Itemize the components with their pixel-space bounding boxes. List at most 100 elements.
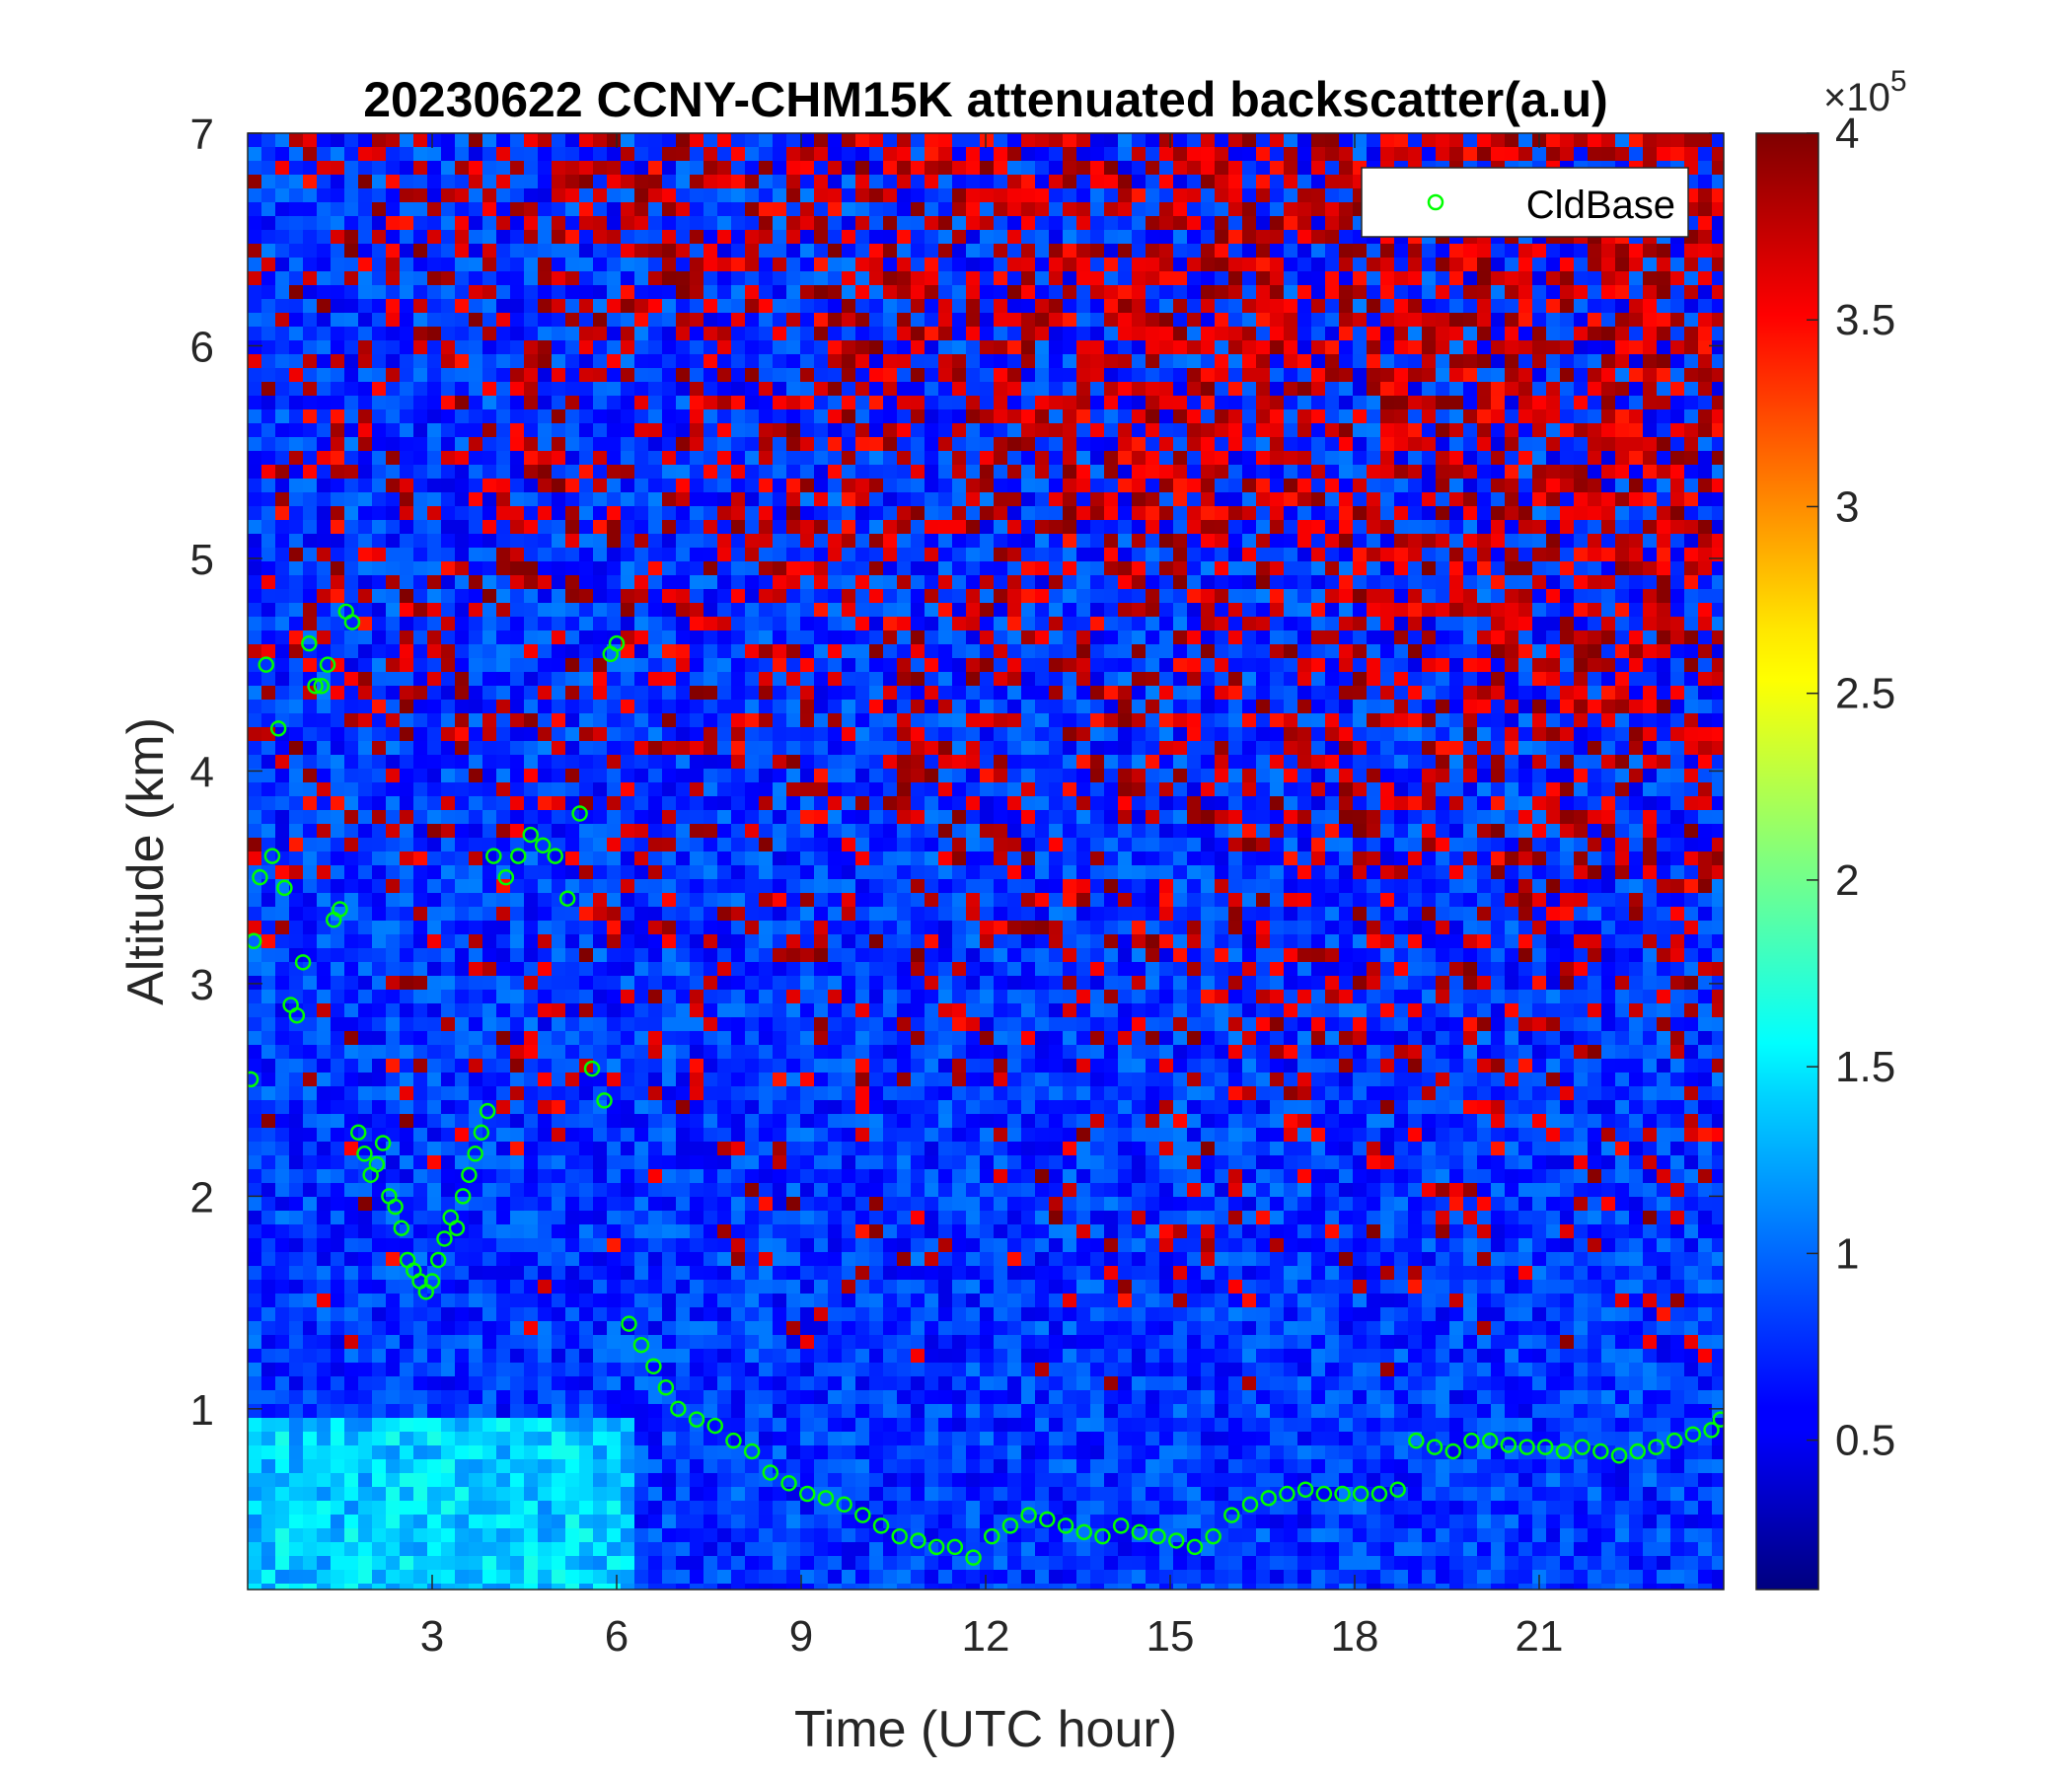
heatmap-cell (524, 1307, 538, 1321)
heatmap-cell (372, 1059, 386, 1073)
heatmap-cell (759, 1487, 773, 1501)
heatmap-cell (579, 561, 593, 575)
heatmap-cell (455, 299, 469, 313)
heatmap-cell (386, 1432, 400, 1445)
heatmap-cell (773, 838, 786, 851)
heatmap-cell (731, 589, 745, 603)
heatmap-cell (289, 1073, 303, 1086)
heatmap-cell (745, 1404, 759, 1418)
heatmap-cell (496, 796, 510, 810)
heatmap-cell (759, 838, 773, 851)
heatmap-cell (690, 686, 703, 700)
heatmap-cell (828, 907, 842, 921)
heatmap-cell (496, 175, 510, 188)
heatmap-cell (634, 423, 648, 437)
heatmap-cell (552, 1459, 565, 1473)
heatmap-cell (469, 161, 482, 175)
heatmap-cell (662, 1459, 676, 1473)
heatmap-cell (883, 354, 897, 368)
heatmap-cell (455, 133, 469, 147)
heatmap-cell (482, 1556, 496, 1570)
heatmap-cell (496, 354, 510, 368)
heatmap-cell (717, 755, 731, 769)
heatmap-cell (883, 313, 897, 327)
heatmap-cell (621, 948, 634, 962)
heatmap-cell (261, 1238, 275, 1252)
heatmap-cell (400, 838, 413, 851)
heatmap-cell (538, 1390, 552, 1404)
heatmap-cell (275, 1211, 289, 1224)
heatmap-cell (358, 1294, 372, 1307)
heatmap-cell (855, 1017, 869, 1031)
heatmap-cell (552, 1086, 565, 1100)
heatmap-cell (261, 1363, 275, 1376)
heatmap-cell (842, 1169, 855, 1183)
heatmap-cell (565, 575, 579, 589)
heatmap-cell (579, 617, 593, 630)
heatmap-cell (800, 1528, 814, 1542)
heatmap-cell (676, 934, 690, 948)
heatmap-cell (565, 1294, 579, 1307)
heatmap-cell (855, 1142, 869, 1155)
heatmap-cell (883, 644, 897, 658)
heatmap-cell (690, 741, 703, 755)
heatmap-cell (372, 175, 386, 188)
heatmap-cell (317, 161, 331, 175)
heatmap-cell (621, 1363, 634, 1376)
heatmap-cell (289, 851, 303, 865)
heatmap-cell (786, 686, 800, 700)
heatmap-cell (814, 727, 828, 741)
heatmap-cell (400, 1183, 413, 1197)
heatmap-cell (372, 313, 386, 327)
heatmap-cell (538, 603, 552, 617)
heatmap-cell (607, 1487, 621, 1501)
heatmap-cell (676, 741, 690, 755)
heatmap-cell (386, 299, 400, 313)
heatmap-cell (786, 603, 800, 617)
heatmap-cell (455, 575, 469, 589)
heatmap-cell (524, 962, 538, 976)
heatmap-cell (455, 851, 469, 865)
heatmap-cell (579, 1363, 593, 1376)
heatmap-cell (524, 1404, 538, 1418)
heatmap-cell (344, 962, 358, 976)
heatmap-cell (344, 188, 358, 202)
heatmap-cell (344, 1349, 358, 1363)
heatmap-cell (538, 409, 552, 423)
heatmap-cell (593, 492, 607, 506)
heatmap-cell (621, 1017, 634, 1031)
heatmap-cell (579, 1003, 593, 1017)
heatmap-cell (261, 741, 275, 755)
heatmap-cell (413, 1183, 427, 1197)
heatmap-cell (759, 1252, 773, 1266)
heatmap-cell (344, 1321, 358, 1335)
heatmap-cell (565, 216, 579, 230)
heatmap-cell (717, 851, 731, 865)
heatmap-cell (717, 1086, 731, 1100)
heatmap-cell (703, 561, 717, 575)
heatmap-cell (303, 769, 317, 782)
heatmap-cell (441, 396, 455, 409)
heatmap-cell (869, 672, 883, 686)
heatmap-cell (441, 354, 455, 368)
heatmap-cell (579, 133, 593, 147)
heatmap-cell (690, 1445, 703, 1459)
heatmap-cell (275, 299, 289, 313)
heatmap-cell (593, 1459, 607, 1473)
heatmap-cell (814, 492, 828, 506)
heatmap-cell (773, 202, 786, 216)
heatmap-cell (524, 658, 538, 672)
heatmap-cell (372, 1501, 386, 1515)
heatmap-cell (855, 1238, 869, 1252)
heatmap-cell (607, 1003, 621, 1017)
heatmap-cell (814, 299, 828, 313)
heatmap-cell (759, 741, 773, 755)
heatmap-cell (482, 147, 496, 161)
heatmap-cell (400, 1280, 413, 1294)
heatmap-cell (261, 147, 275, 161)
heatmap-cell (413, 1363, 427, 1376)
heatmap-cell (358, 1335, 372, 1349)
heatmap-cell (524, 327, 538, 340)
heatmap-cell (662, 1584, 676, 1590)
heatmap-cell (579, 1224, 593, 1238)
